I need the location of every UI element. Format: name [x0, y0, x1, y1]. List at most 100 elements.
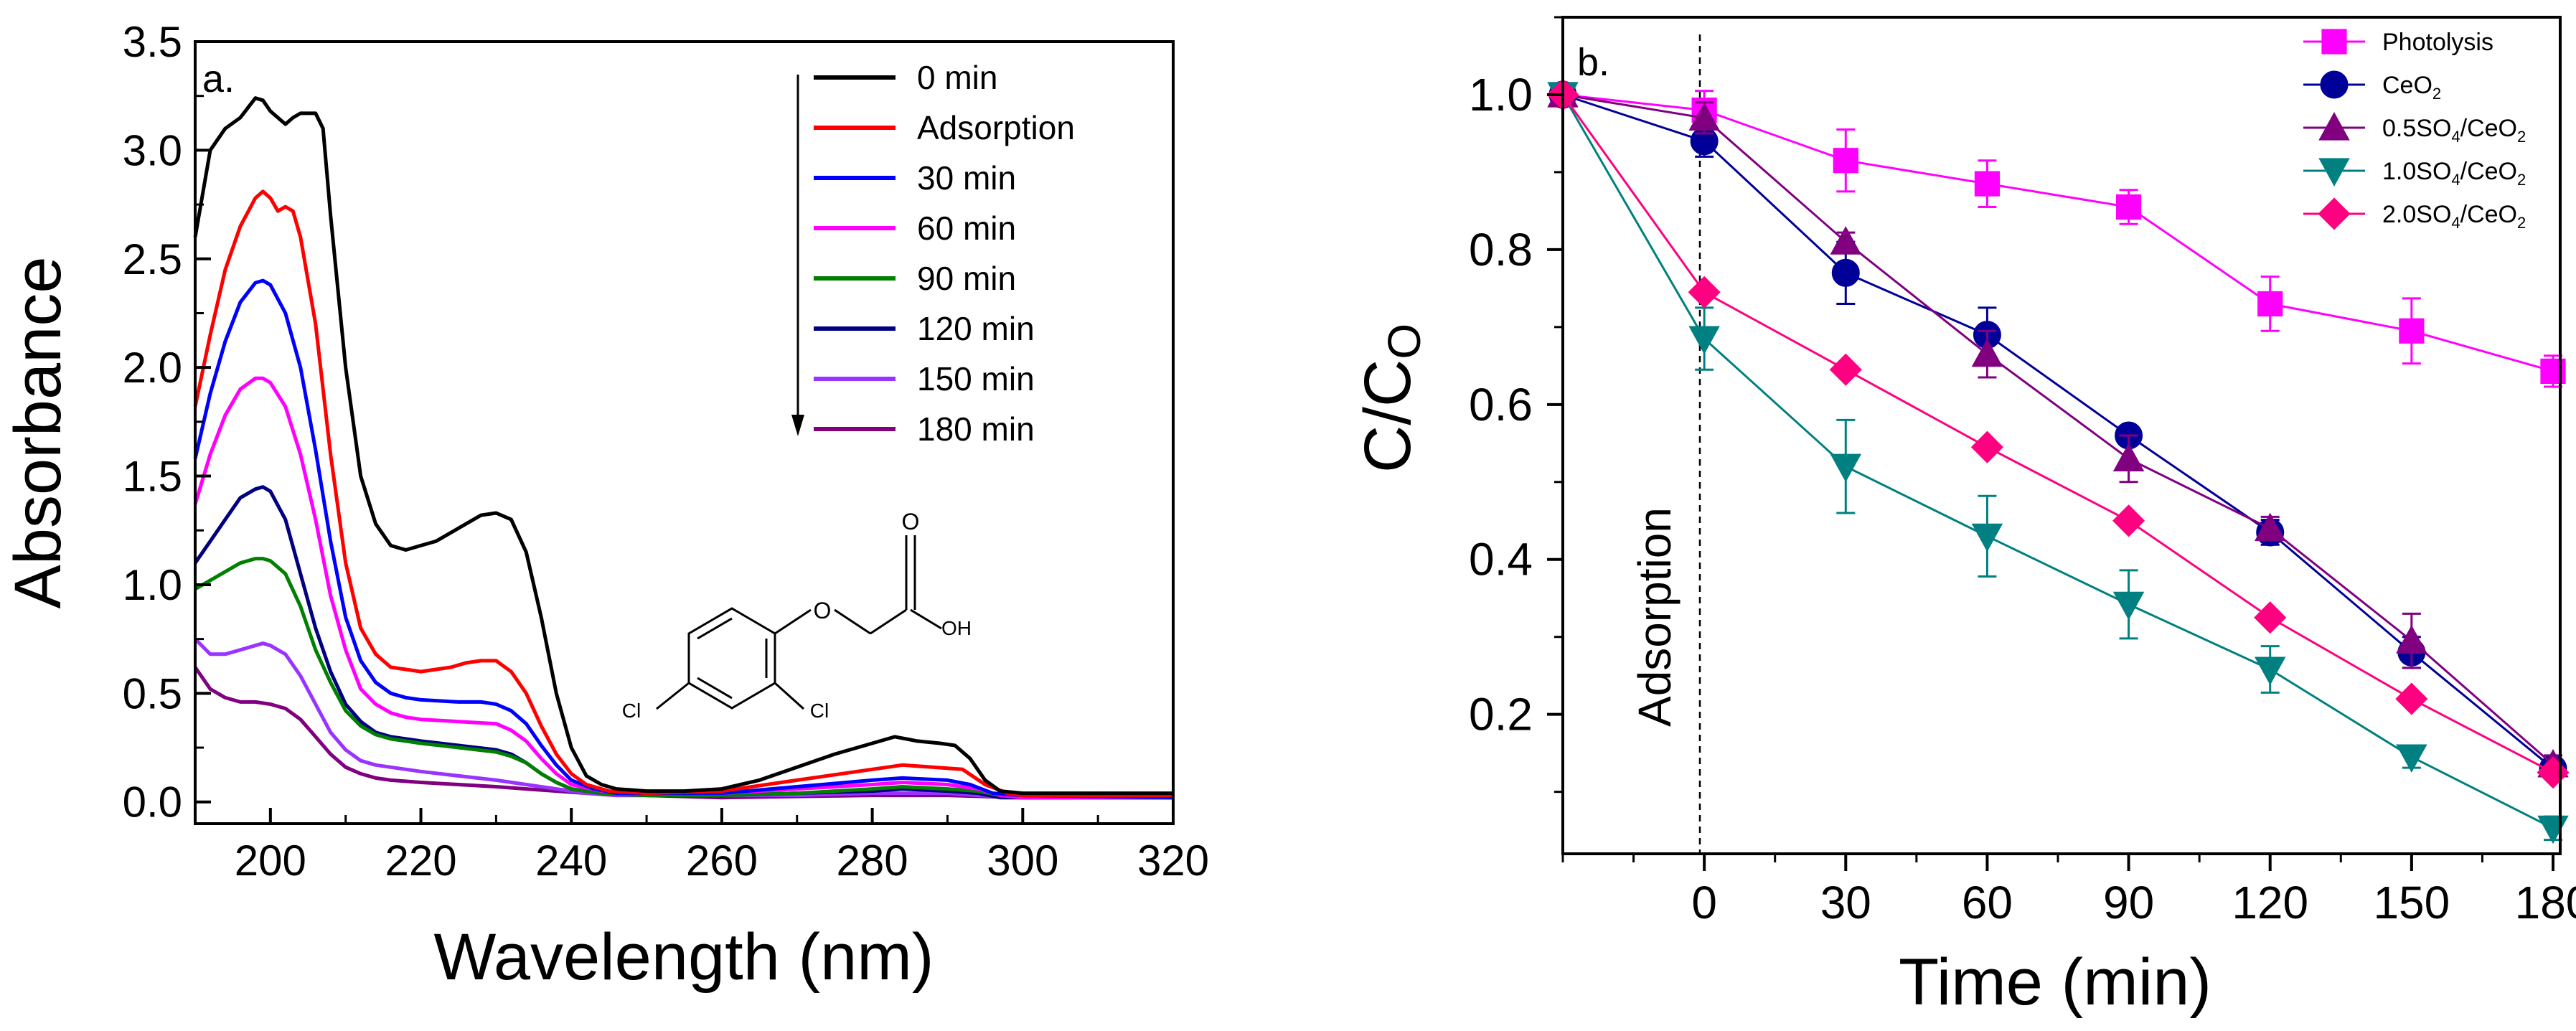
legend-label-main: 0.5SO: [2382, 115, 2451, 142]
legend-label: 150 min: [917, 360, 1035, 397]
spectrum-line-150-min: [194, 637, 1173, 800]
legend-label-subscript: 4: [2451, 214, 2460, 232]
b-x-tick-label: 60: [1962, 877, 2013, 928]
spectrum-line-120-min: [193, 485, 1173, 800]
data-point-triangle-up: [2396, 625, 2427, 654]
data-point-square: [2115, 194, 2142, 220]
data-point-diamond: [2254, 601, 2287, 634]
a-x-tick-label: 320: [1137, 837, 1209, 885]
a-x-tick-label: 280: [837, 837, 908, 885]
data-point-diamond: [2537, 756, 2570, 789]
spectrum-line-60-min: [193, 376, 1173, 800]
legend-label: 0.5SO4/CeO2: [2382, 115, 2526, 146]
legend-label: 120 min: [917, 310, 1035, 347]
legend-marker: [2320, 70, 2349, 99]
b-x-tick-label: 180: [2515, 877, 2576, 928]
data-point-triangle-up: [2112, 443, 2145, 471]
b-y-tick-label: 1.0: [1469, 69, 1533, 121]
data-point-diamond: [2395, 682, 2428, 715]
legend-label-main: 2.0SO: [2382, 201, 2451, 228]
legend-label: Photolysis: [2382, 29, 2493, 56]
molecule-chlorine-label-1: Cl: [622, 700, 641, 722]
legend-label-main: 1.0SO: [2382, 158, 2451, 185]
kinetic-line-2-0so4-ceo2: [1561, 94, 2554, 773]
molecule-hydroxyl-label: OH: [941, 617, 972, 639]
a-x-tick-label: 260: [686, 837, 758, 885]
a-x-tick-label: 200: [235, 837, 306, 885]
legend-label: CeO2: [2382, 72, 2441, 103]
panel-b-x-axis-title: Time (min): [1899, 946, 2211, 1019]
a-x-tick-label: 300: [987, 837, 1058, 885]
data-point-triangle-down: [1830, 453, 1862, 483]
b-x-tick-label: 30: [1820, 877, 1871, 928]
a-y-tick-label: 2.5: [123, 235, 182, 283]
a-x-tick-label: 220: [385, 837, 456, 885]
legend-label: 90 min: [917, 260, 1016, 297]
b-y-tick-label: 0.2: [1469, 689, 1533, 740]
legend-label-main: CeO: [2382, 72, 2432, 99]
spectrum-line-0-min: [193, 96, 1173, 796]
legend-marker: [2321, 29, 2347, 55]
kinetic-line-photolysis: [1562, 93, 2554, 372]
panel-b-y-axis-title-subscript: O: [1378, 324, 1430, 359]
adsorption-annotation: Adsorption: [1629, 507, 1680, 727]
data-point-diamond: [1970, 430, 2003, 463]
data-point-diamond: [1829, 353, 1862, 386]
molecule-ether-oxygen-label: O: [814, 598, 832, 623]
b-y-tick-label: 0.8: [1469, 224, 1533, 276]
data-point-triangle-up: [1830, 226, 1862, 255]
b-x-tick-label: 90: [2103, 877, 2154, 928]
legend-label-subscript: 2: [2517, 128, 2526, 146]
spectrum-line-90-min: [194, 557, 1173, 800]
legend-label: 0 min: [917, 59, 997, 96]
data-point-circle: [1831, 258, 1860, 287]
panel-b-label: b.: [1577, 41, 1609, 84]
panel-b-y-axis-title: C/CO: [1351, 324, 1430, 473]
panel-a-plot-frame: [194, 40, 1175, 825]
b-x-tick-label: 0: [1691, 877, 1717, 928]
panel-a-label: a.: [202, 57, 235, 100]
a-y-tick-label: 3.5: [123, 18, 182, 66]
data-point-triangle-down: [2396, 744, 2427, 773]
legend-label-subscript: 2: [2517, 171, 2526, 189]
legend-label: 30 min: [917, 159, 1016, 197]
kinetic-line-1-0so4-ceo2: [1561, 94, 2554, 829]
data-point-square: [1833, 148, 1858, 174]
data-point-triangle-down: [2112, 591, 2145, 621]
legend-marker: [2318, 112, 2350, 141]
legend-marker: [2318, 197, 2351, 230]
panel-b-degradation-kinetics: 0 30 60 90 120 150 180 0.2 0.4 0.6 0.8 1.0 b. Adsor…: [1351, 16, 2576, 1019]
molecule-chlorine-label-2: Cl: [810, 700, 829, 722]
panel-a-x-axis-title: Wavelength (nm): [433, 921, 934, 994]
b-y-tick-label: 0.6: [1469, 379, 1533, 430]
panel-b-y-axis-title-main: C/C: [1351, 359, 1424, 473]
legend-label: 180 min: [917, 410, 1035, 448]
a-y-tick-label: 0.5: [123, 669, 182, 717]
data-point-triangle-up: [1688, 102, 1720, 131]
data-point-triangle-down: [1971, 523, 2003, 552]
data-point-triangle-up: [2254, 512, 2286, 542]
data-point-diamond: [2112, 504, 2145, 537]
data-point-triangle-down: [2537, 815, 2569, 844]
legend-label: Adsorption: [917, 109, 1075, 146]
inset-molecule-structure: [656, 535, 942, 710]
b-y-tick-label: 0.4: [1469, 534, 1533, 585]
spectrum-line-adsorption: [193, 189, 1173, 798]
legend-label-subscript: 2: [2432, 85, 2441, 103]
data-point-diamond: [1688, 276, 1721, 309]
panel-b-plot-frame: [1561, 16, 2562, 855]
legend-label-tail: /CeO: [2460, 201, 2517, 228]
legend-label-subscript: 4: [2451, 128, 2460, 146]
legend-label-subscript: 4: [2451, 171, 2460, 189]
a-y-tick-label: 3.0: [123, 126, 182, 174]
a-y-tick-label: 2.0: [123, 344, 182, 392]
data-point-triangle-down: [1688, 326, 1720, 354]
kinetic-line-ceo2: [1562, 93, 2554, 770]
panel-b-legend: PhotolysisCeO20.5SO4/CeO21.0SO4/CeO22.0S…: [2303, 29, 2526, 232]
a-y-tick-label: 0.0: [123, 778, 182, 827]
legend-label-tail: /CeO: [2460, 158, 2517, 185]
data-point-triangle-up: [1971, 338, 2003, 367]
legend-label: 60 min: [917, 210, 1016, 247]
legend-marker: [2318, 158, 2350, 187]
